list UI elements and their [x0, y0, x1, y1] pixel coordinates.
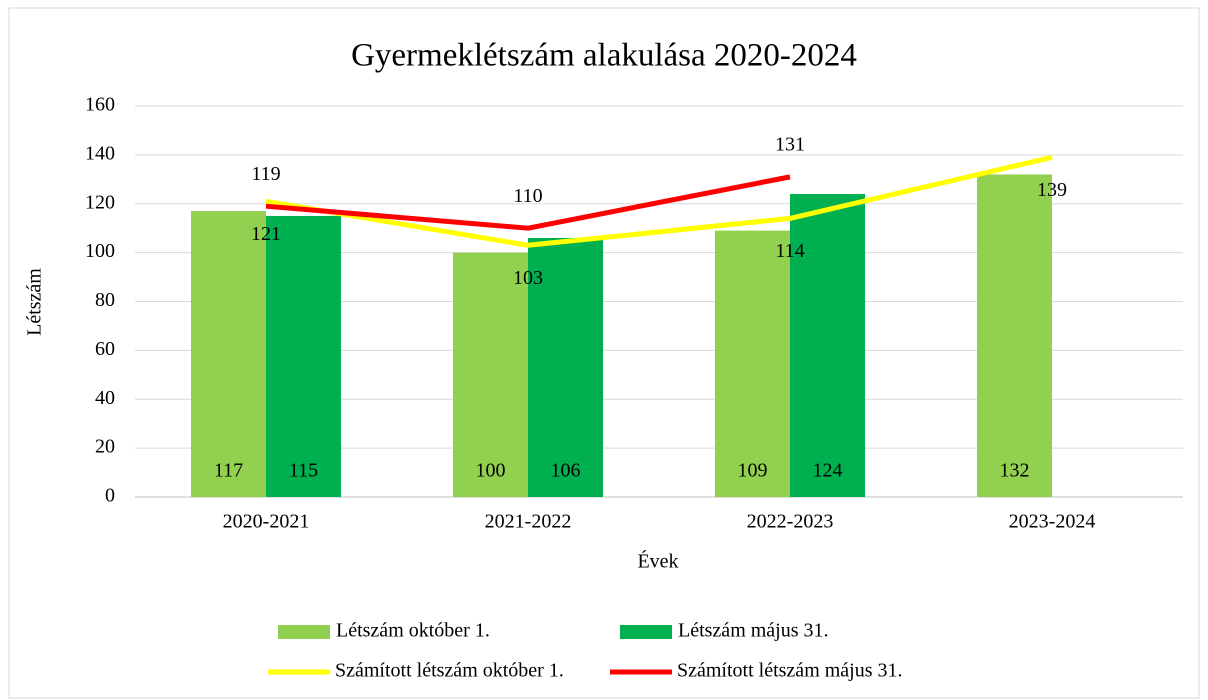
bar [266, 215, 341, 497]
y-tick-label: 100 [85, 240, 115, 262]
bar-value-label: 100 [476, 460, 506, 482]
line-value-label: 103 [513, 267, 543, 289]
bar [977, 174, 1052, 498]
legend-label: Létszám május 31. [678, 620, 829, 642]
line-value-label: 131 [775, 133, 805, 155]
line-value-label: 110 [513, 185, 542, 207]
legend-swatch [620, 625, 672, 639]
bar-value-label: 115 [289, 460, 318, 482]
line-value-label: 139 [1037, 179, 1067, 201]
bar-value-label: 109 [738, 460, 768, 482]
bar [715, 230, 790, 497]
line [265, 174, 791, 231]
line-value-label: 121 [251, 223, 281, 245]
y-tick-label: 60 [95, 338, 115, 360]
legend-label: Számított létszám október 1. [335, 660, 564, 682]
x-axis-label: Évek [637, 550, 678, 573]
x-tick-label: 2021-2022 [485, 511, 572, 533]
y-tick-label: 80 [95, 289, 115, 311]
bar-value-label: 132 [1000, 460, 1030, 482]
bar [790, 193, 865, 497]
x-tick-label: 2023-2024 [1009, 511, 1096, 533]
y-tick-label: 160 [85, 94, 115, 116]
line-value-label: 119 [251, 163, 280, 185]
bar-value-label: 106 [551, 460, 581, 482]
legend-swatch [278, 625, 330, 639]
x-tick-label: 2020-2021 [223, 511, 310, 533]
bar [453, 252, 528, 497]
chart-title: Gyermeklétszám alakulása 2020-2024 [351, 38, 857, 74]
x-tick-label: 2022-2023 [747, 511, 834, 533]
bar-value-label: 117 [214, 460, 243, 482]
y-tick-label: 40 [95, 387, 115, 409]
y-axis-label: Létszám [24, 268, 46, 336]
y-tick-label: 140 [85, 142, 115, 164]
line-value-label: 114 [775, 240, 804, 262]
y-tick-label: 20 [95, 436, 115, 458]
y-tick-label: 120 [85, 191, 115, 213]
bar-value-label: 124 [813, 460, 843, 482]
legend-label: Számított létszám május 31. [677, 660, 903, 682]
bar [191, 211, 266, 498]
bar [528, 237, 603, 497]
legend-label: Létszám október 1. [336, 620, 490, 642]
y-tick-label: 0 [105, 485, 115, 507]
line [265, 154, 1053, 248]
